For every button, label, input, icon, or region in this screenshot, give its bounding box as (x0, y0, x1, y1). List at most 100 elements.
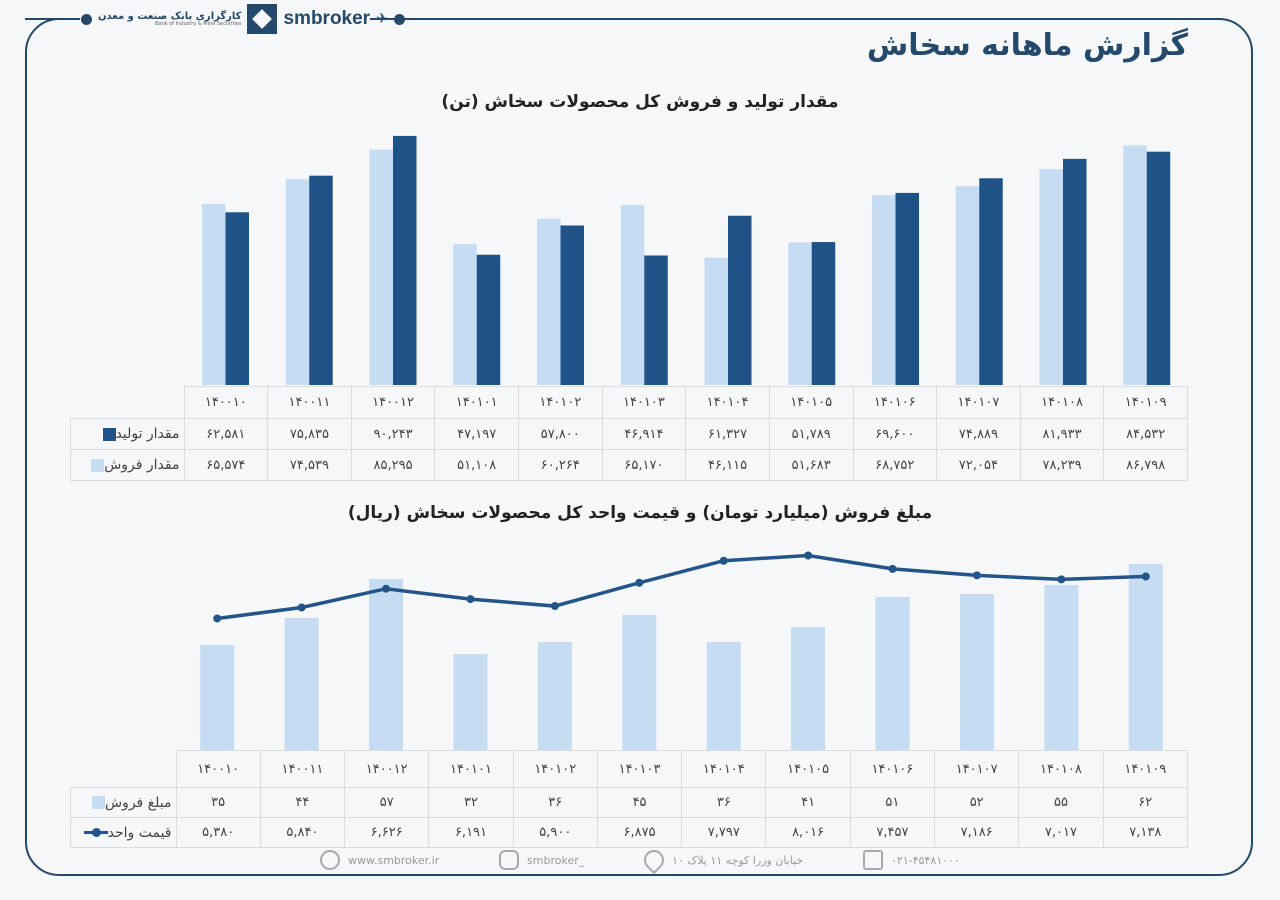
footer: www.smbroker.ir smbroker_ خیابان وزرا کو… (320, 845, 960, 875)
bar-sales-140106 (872, 195, 896, 385)
data-cell: ۸۱,۹۳۳ (1019, 418, 1105, 450)
data-cell: ۵۲ (934, 787, 1020, 818)
phone-text: ۰۲۱-۴۵۴۸۱۰۰۰ (891, 853, 960, 867)
unit-price-point-140108 (1057, 575, 1066, 584)
unit-price-line (216, 553, 1146, 621)
data-cell: ۷,۰۱۷ (1018, 817, 1104, 848)
data-cell: ۷,۴۵۷ (849, 817, 936, 848)
bar-sales-140105 (788, 242, 812, 385)
data-cell: ۶۲,۵۸۱ (183, 418, 269, 450)
category-label: ۱۴۰۱۰۱ (434, 386, 519, 419)
data-cell: ۷,۱۸۶ (934, 817, 1020, 848)
data-cell: ۷۴,۸۸۹ (936, 418, 1021, 450)
data-cell: ۷,۷۹۷ (681, 817, 767, 848)
bank-logo-text: کارگزاری بانک صنعت و معدن Bank of Indust… (98, 10, 242, 27)
bar-sales-amount-140010 (200, 645, 235, 750)
category-label: ۱۴۰۰۱۲ (350, 386, 436, 419)
website-text: www.smbroker.ir (348, 853, 440, 867)
header-line (370, 18, 1210, 20)
bar-production-140011 (309, 175, 333, 385)
bar-production-140101 (476, 254, 501, 385)
bar-sales-140010 (202, 204, 226, 385)
data-cell: ۵۱,۷۸۹ (768, 418, 854, 450)
table-row: مقدار تولید ۶۲,۵۸۱ ۷۵,۸۳۵ ۹۰,۲۴۳ ۴۷,۱۹۷ ۵۷,۸۰… (70, 418, 1188, 450)
data-cell: ۶۱,۳۲۷ (685, 418, 770, 450)
data-cell: ۶,۸۷۵ (596, 817, 683, 848)
data-cell: ۳۶ (681, 787, 767, 818)
category-label: ۱۴۰۱۰۷ (934, 750, 1020, 788)
bar-sales-amount-140011 (284, 618, 319, 750)
footer-address: خیابان وزرا کوچه ۱۱ پلاک ۱۰ (639, 845, 803, 875)
data-cell: ۹۰,۲۴۳ (350, 418, 436, 450)
category-label: ۱۴۰۱۰۷ (936, 386, 1021, 419)
bar-sales-140012 (369, 149, 393, 385)
table-row: مقدار فروش ۶۵,۵۷۴ ۷۴,۵۳۹ ۸۵,۲۹۵ ۵۱,۱۰۸ ۶۰,۲۶۴… (70, 449, 1188, 481)
data-cell: ۵,۸۴۰ (259, 817, 346, 848)
category-label: ۱۴۰۱۰۶ (852, 386, 938, 419)
data-cell: ۶۰,۲۶۴ (518, 449, 603, 481)
globe-icon (320, 850, 340, 870)
category-label: ۱۴۰۱۰۸ (1018, 750, 1104, 788)
blank-cell (71, 751, 177, 788)
bar-sales-140103 (620, 205, 645, 385)
unit-price-point-140107 (972, 571, 981, 580)
legend-line-icon (83, 828, 108, 837)
footer-website[interactable]: www.smbroker.ir (320, 850, 439, 870)
data-cell: ۶,۱۹۱ (428, 817, 514, 848)
data-cell: ۷,۱۳۸ (1102, 817, 1189, 848)
category-label: ۱۴۰۰۱۲ (344, 750, 430, 788)
bar-sales-140101 (453, 243, 477, 385)
data-cell: ۵۷,۸۰۰ (518, 418, 603, 450)
blank-cell (71, 387, 185, 419)
unit-price-point-140109 (1141, 572, 1150, 581)
dot-decoration (81, 13, 92, 25)
data-cell: ۷۲,۰۵۴ (936, 449, 1021, 481)
category-label: ۱۴۰۱۰۲ (518, 386, 603, 419)
bar-sales-140102 (537, 218, 561, 385)
bar-production-140104 (728, 215, 752, 385)
legend-square-icon (91, 458, 105, 472)
bank-name: کارگزاری بانک صنعت و معدن (98, 10, 242, 22)
data-cell: ۳۵ (175, 787, 261, 818)
data-cell: ۶۲ (1102, 787, 1189, 818)
bar-production-140103 (644, 255, 668, 385)
legend-square-icon (102, 427, 116, 441)
series-name: مبلغ فروش (104, 794, 172, 811)
series-label: مقدار تولید (70, 418, 185, 450)
data-cell: ۸۵,۲۹۵ (350, 449, 436, 481)
bar-production-140107 (979, 178, 1003, 385)
footer-instagram[interactable]: smbroker_ (499, 850, 584, 870)
data-cell: ۶۸,۷۵۲ (852, 449, 938, 481)
unit-price-point-140012 (382, 584, 391, 593)
bar-sales-amount-140108 (1044, 585, 1079, 750)
bar-sales-amount-140107 (959, 594, 994, 750)
table-header-row: ۱۴۰۰۱۰ ۱۴۰۰۱۱ ۱۴۰۰۱۲ ۱۴۰۱۰۱ ۱۴۰۱۰۲ ۱۴۰۱۰۳ ۱۴۰۱… (71, 750, 1189, 788)
bank-logo-icon (247, 4, 278, 34)
footer-phone: ۰۲۱-۴۵۴۸۱۰۰۰ (863, 850, 960, 870)
data-cell: ۷۸,۲۳۹ (1019, 449, 1105, 481)
bar-sales-amount-140102 (537, 642, 572, 750)
bar-sales-amount-140103 (622, 615, 657, 750)
unit-price-point-140105 (804, 551, 813, 560)
category-label: ۱۴۰۱۰۳ (596, 750, 683, 788)
series-label: مقدار فروش (70, 449, 185, 481)
header-line (25, 18, 80, 20)
category-label: ۱۴۰۱۰۶ (849, 750, 936, 788)
series-label: قیمت واحد (70, 817, 177, 848)
chart2-data-table: ۱۴۰۰۱۰ ۱۴۰۰۱۱ ۱۴۰۰۱۲ ۱۴۰۱۰۱ ۱۴۰۱۰۲ ۱۴۰۱۰۳ ۱۴۰۱… (70, 750, 1189, 848)
category-label: ۱۴۰۱۰۴ (681, 750, 767, 788)
category-label: ۱۴۰۱۰۹ (1103, 386, 1188, 419)
unit-price-point-140104 (719, 556, 728, 565)
data-cell: ۴۷,۱۹۷ (434, 418, 519, 450)
bar-production-140102 (560, 225, 584, 385)
category-label: ۱۴۰۰۱۱ (267, 386, 352, 419)
unit-price-point-140010 (213, 614, 222, 623)
category-label: ۱۴۰۱۰۸ (1019, 386, 1105, 419)
data-cell: ۶۵,۵۷۴ (183, 449, 269, 481)
location-pin-icon (639, 845, 669, 875)
data-cell: ۴۵ (596, 787, 683, 818)
category-label: ۱۴۰۱۰۵ (768, 386, 854, 419)
unit-price-point-140101 (466, 595, 475, 604)
category-label: ۱۴۰۱۰۲ (512, 750, 598, 788)
data-cell: ۴۶,۹۱۴ (601, 418, 687, 450)
